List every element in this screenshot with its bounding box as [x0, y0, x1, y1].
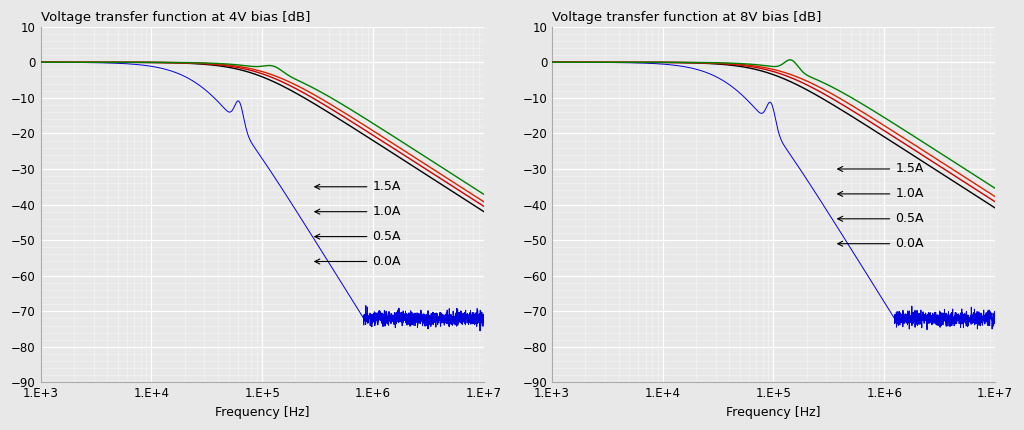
- Text: 1.0A: 1.0A: [838, 187, 924, 200]
- Text: 1.5A: 1.5A: [838, 163, 924, 175]
- Text: 1.5A: 1.5A: [314, 180, 400, 193]
- Text: 0.0A: 0.0A: [838, 237, 924, 250]
- Text: 1.0A: 1.0A: [314, 205, 400, 218]
- Text: 0.5A: 0.5A: [838, 212, 924, 225]
- X-axis label: Frequency [Hz]: Frequency [Hz]: [726, 406, 820, 419]
- X-axis label: Frequency [Hz]: Frequency [Hz]: [215, 406, 309, 419]
- Text: 0.0A: 0.0A: [314, 255, 400, 268]
- Text: Voltage transfer function at 4V bias [dB]: Voltage transfer function at 4V bias [dB…: [41, 11, 310, 24]
- Text: 0.5A: 0.5A: [314, 230, 400, 243]
- Text: Voltage transfer function at 8V bias [dB]: Voltage transfer function at 8V bias [dB…: [552, 11, 821, 24]
